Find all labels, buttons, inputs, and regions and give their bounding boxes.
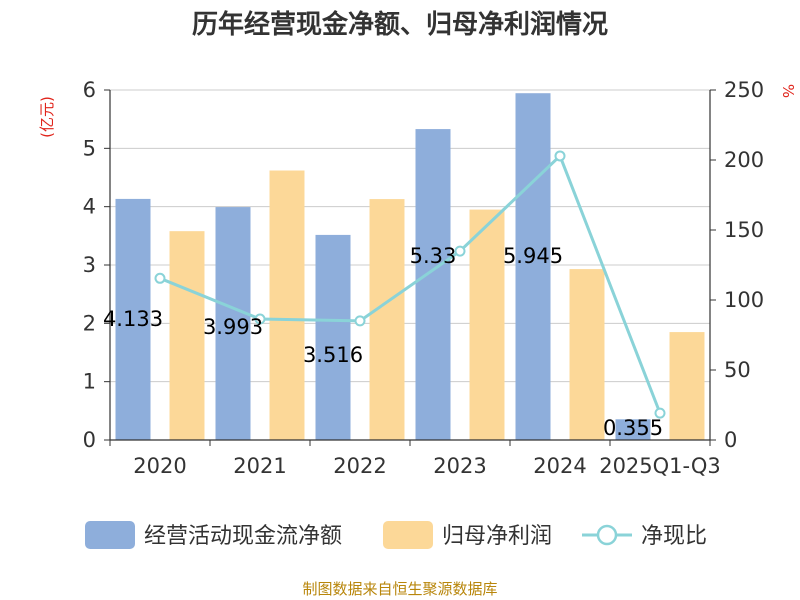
left-axis-tick-label: 4 bbox=[83, 195, 96, 219]
right-axis-unit: % bbox=[779, 84, 797, 98]
bar-netprofit bbox=[169, 231, 205, 440]
legend-marker bbox=[596, 524, 618, 546]
x-axis-tick-label: 2020 bbox=[133, 454, 186, 478]
bar-netprofit bbox=[569, 269, 605, 440]
bar-cashflow bbox=[415, 129, 451, 441]
legend-swatch bbox=[383, 521, 433, 549]
legend-label: 净现比 bbox=[641, 524, 707, 549]
ratio-line-point bbox=[454, 245, 466, 257]
gridlines bbox=[110, 89, 710, 383]
left-axis-tick-label: 1 bbox=[83, 370, 96, 394]
data-labels: 4.133 3.993 3.516 5.33 5.945 0.355 bbox=[103, 244, 663, 440]
ratio-line bbox=[154, 150, 666, 419]
bar-netprofit bbox=[369, 199, 405, 440]
left-axis-tick-label: 2 bbox=[83, 311, 96, 335]
bar-data-label: 4.133 bbox=[103, 307, 163, 331]
bars bbox=[115, 93, 705, 441]
left-axis-tick-label: 3 bbox=[83, 253, 96, 277]
bar-netprofit bbox=[269, 170, 305, 440]
right-axis-tick-label: 250 bbox=[724, 78, 764, 102]
bar-cashflow bbox=[215, 207, 251, 440]
x-axis-tick-label: 2025Q1-Q3 bbox=[599, 454, 721, 478]
bar-data-label: 0.355 bbox=[603, 416, 663, 440]
bar-data-label: 5.33 bbox=[410, 244, 457, 268]
right-axis-tick-label: 100 bbox=[724, 288, 764, 312]
axes: 0 1 2 3 4 5 6 0 50 100 150 200 250 2020 2021 2022 2023 20… bbox=[83, 78, 764, 478]
right-axis-tick-label: 50 bbox=[724, 358, 751, 382]
ratio-line-point bbox=[654, 407, 666, 419]
left-axis-tick-label: 0 bbox=[83, 428, 96, 452]
left-axis-unit: (亿元) bbox=[38, 96, 56, 138]
bar-data-label: 5.945 bbox=[503, 244, 563, 268]
legend-label: 经营活动现金流净额 bbox=[144, 524, 342, 549]
bar-cashflow bbox=[115, 198, 151, 440]
bar-cashflow bbox=[615, 419, 651, 440]
ratio-line-point bbox=[554, 150, 566, 162]
legend: 经营活动现金流净额 归母净利润 净现比 bbox=[85, 521, 707, 549]
source-note: 制图数据来自恒生聚源数据库 bbox=[302, 580, 497, 598]
ratio-line-point bbox=[154, 272, 166, 284]
legend-label: 归母净利润 bbox=[442, 524, 552, 549]
x-axis-tick-label: 2024 bbox=[533, 454, 586, 478]
right-axis-tick-label: 0 bbox=[724, 428, 737, 452]
bar-cashflow bbox=[515, 93, 551, 440]
ratio-line-path bbox=[159, 153, 662, 414]
right-axis-tick-label: 200 bbox=[724, 148, 764, 172]
ratio-line-point bbox=[254, 313, 266, 325]
legend-swatch bbox=[85, 521, 135, 549]
x-axis-tick-label: 2021 bbox=[233, 454, 286, 478]
bar-cashflow bbox=[315, 234, 351, 440]
bar-data-label: 3.993 bbox=[203, 315, 263, 339]
right-axis-tick-label: 150 bbox=[724, 218, 764, 242]
bar-data-label: 3.516 bbox=[303, 343, 363, 367]
x-axis-tick-label: 2022 bbox=[333, 454, 386, 478]
chart-title: 历年经营现金净额、归母净利润情况 bbox=[192, 9, 608, 40]
left-axis-tick-label: 6 bbox=[83, 78, 96, 102]
ratio-line-point bbox=[354, 315, 366, 327]
bar-netprofit bbox=[669, 332, 705, 440]
x-axis-tick-label: 2023 bbox=[433, 454, 486, 478]
left-axis-tick-label: 5 bbox=[83, 136, 96, 160]
bar-netprofit bbox=[469, 209, 505, 440]
